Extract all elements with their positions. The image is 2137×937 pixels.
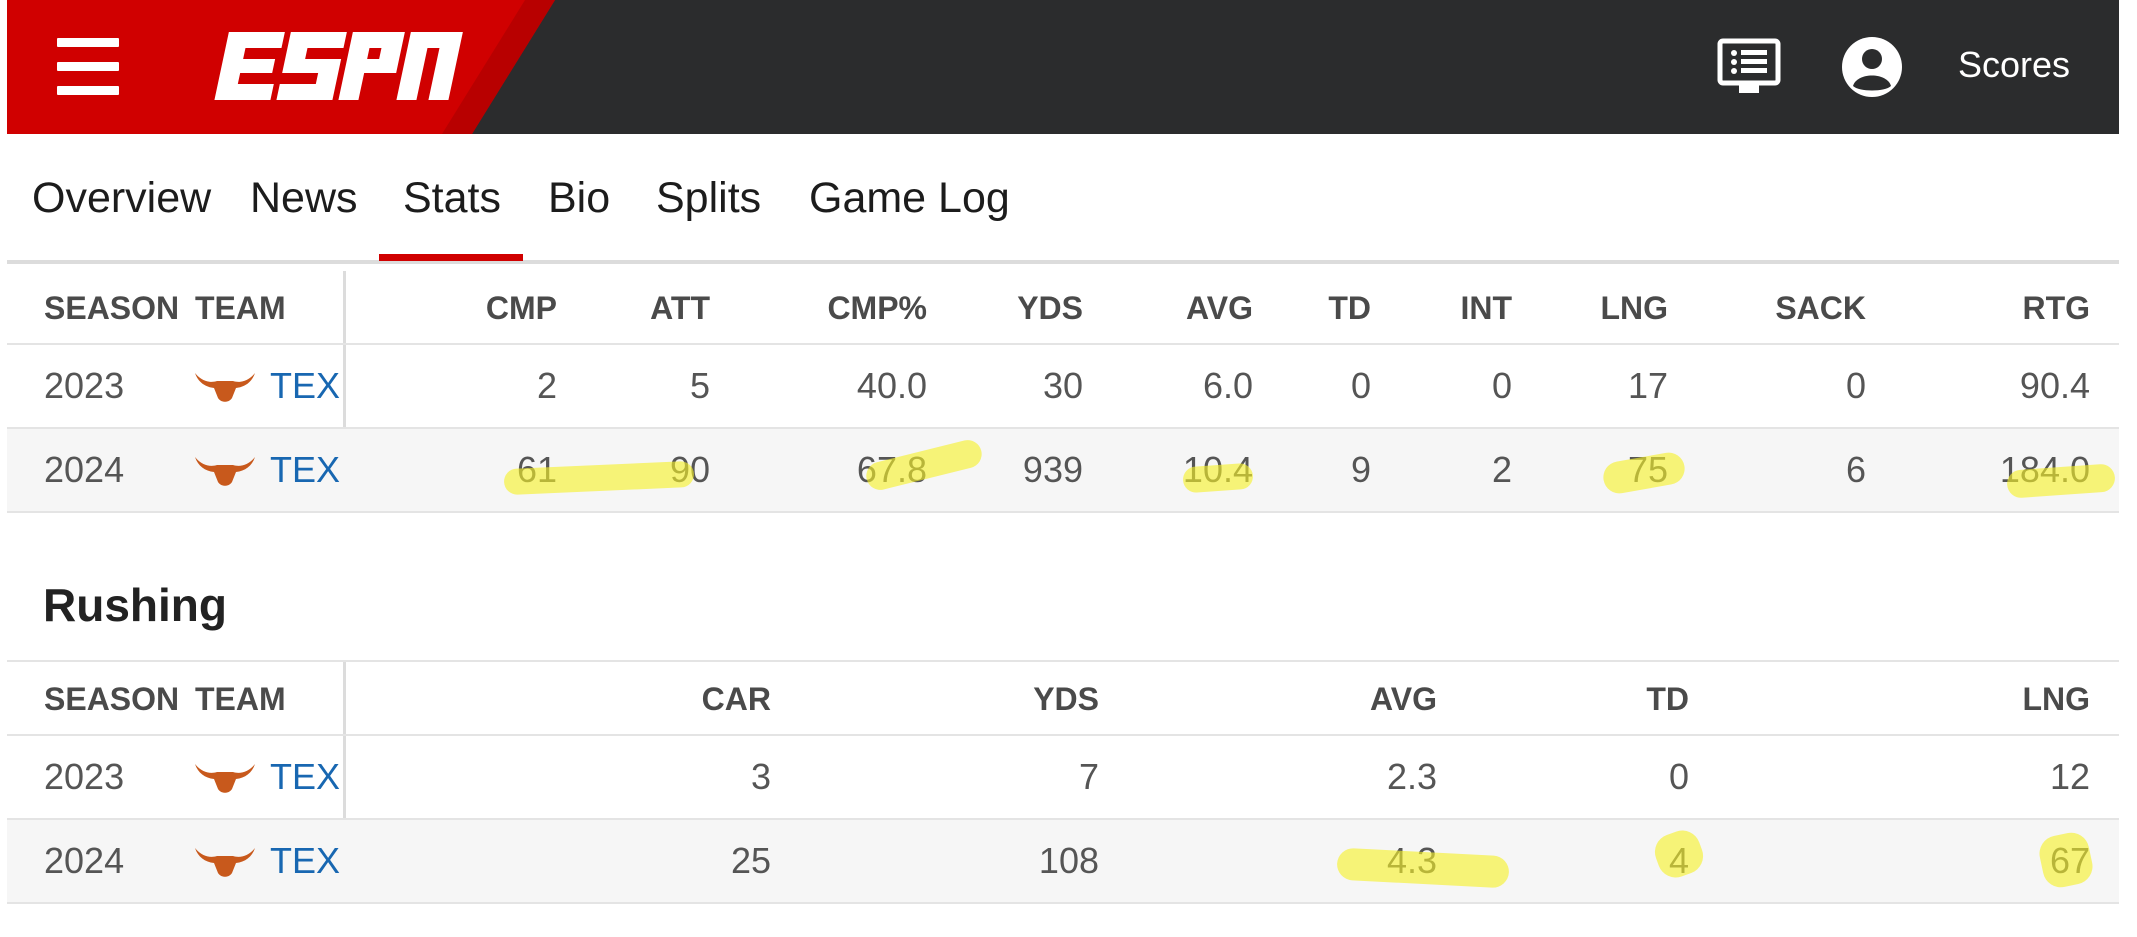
team-link[interactable]: TEX (270, 365, 341, 406)
texas-longhorn-logo (195, 848, 255, 877)
col-yds[interactable]: YDS (1033, 681, 1099, 717)
table-row: 2023 TEX 2 5 40.0 30 6.0 0 0 17 0 90.4 (7, 345, 2119, 429)
espn-player-stats-page: Scores Overview News Stats Bio Splits Ga… (7, 0, 2119, 937)
tab-splits[interactable]: Splits (656, 174, 762, 222)
yds-cell: 108 (1038, 840, 1099, 881)
col-yds[interactable]: YDS (1017, 290, 1083, 326)
col-lng[interactable]: LNG (2022, 681, 2090, 717)
col-avg[interactable]: AVG (1370, 681, 1437, 717)
menu-icon[interactable] (57, 38, 119, 96)
att-cell: 5 (689, 365, 710, 406)
rushing-section-title: Rushing (43, 579, 227, 631)
rushing-header-row: SEASON TEAM CAR YDS AVG TD LNG (7, 662, 2119, 736)
lng-cell: 12 (2049, 756, 2090, 797)
col-season[interactable]: SEASON (44, 681, 180, 717)
profile-icon[interactable] (1841, 36, 1903, 98)
col-lng[interactable]: LNG (1600, 290, 1668, 326)
yds-cell: 939 (1022, 449, 1083, 490)
col-car[interactable]: CAR (701, 681, 771, 717)
tab-bio[interactable]: Bio (548, 174, 611, 222)
yds-cell: 7 (1078, 756, 1099, 797)
table-row: 2023 TEX 3 7 2.3 0 12 (7, 736, 2119, 820)
col-td[interactable]: TD (1328, 290, 1371, 326)
col-att[interactable]: ATT (650, 290, 710, 326)
season-cell: 2024 (44, 449, 125, 490)
col-team[interactable]: TEAM (195, 290, 286, 326)
fixed-column-divider (343, 662, 346, 902)
season-cell: 2023 (44, 365, 125, 406)
avg-cell: 10.4 (1182, 449, 1253, 490)
car-cell: 3 (750, 756, 771, 797)
lng-cell: 17 (1627, 365, 1668, 406)
cmp-pct-cell: 67.8 (856, 449, 927, 490)
active-tab-indicator (379, 254, 523, 261)
table-row: 2024 TEX 61 90 67.8 939 10.4 9 2 75 6 18… (7, 429, 2119, 513)
td-cell: 4 (1668, 840, 1689, 881)
team-link[interactable]: TEX (270, 449, 341, 490)
team-link[interactable]: TEX (270, 840, 341, 881)
yds-cell: 30 (1042, 365, 1083, 406)
texas-longhorn-logo (195, 457, 255, 486)
scores-link[interactable]: Scores (1958, 44, 2071, 85)
fixed-column-divider (343, 271, 346, 513)
col-rtg[interactable]: RTG (2022, 290, 2090, 326)
tab-stats[interactable]: Stats (403, 174, 501, 222)
att-cell: 90 (669, 449, 710, 490)
passing-header-row: SEASON TEAM CMP ATT CMP% YDS AVG TD INT … (7, 268, 2119, 345)
cmp-cell: 61 (516, 449, 557, 490)
sack-cell: 6 (1845, 449, 1866, 490)
col-avg[interactable]: AVG (1186, 290, 1253, 326)
team-link[interactable]: TEX (270, 756, 341, 797)
td-cell: 0 (1668, 756, 1689, 797)
lng-cell: 67 (2049, 840, 2090, 881)
col-td[interactable]: TD (1646, 681, 1689, 717)
season-cell: 2024 (44, 840, 125, 881)
espn-logo[interactable] (209, 22, 469, 110)
tab-overview[interactable]: Overview (32, 174, 212, 222)
avg-cell: 2.3 (1386, 756, 1437, 797)
tab-game-log[interactable]: Game Log (809, 174, 1010, 222)
rtg-cell: 184.0 (1999, 449, 2090, 490)
int-cell: 0 (1491, 365, 1512, 406)
rtg-cell: 90.4 (2019, 365, 2090, 406)
int-cell: 2 (1491, 449, 1512, 490)
avg-cell: 4.3 (1386, 840, 1437, 881)
car-cell: 25 (730, 840, 771, 881)
sack-cell: 0 (1845, 365, 1866, 406)
player-tabs: Overview News Stats Bio Splits Game Log (7, 134, 2119, 264)
cmp-pct-cell: 40.0 (856, 365, 927, 406)
td-cell: 9 (1350, 449, 1371, 490)
col-int[interactable]: INT (1460, 290, 1512, 326)
col-season[interactable]: SEASON (44, 290, 180, 326)
td-cell: 0 (1350, 365, 1371, 406)
lng-cell: 75 (1627, 449, 1668, 490)
col-team[interactable]: TEAM (195, 681, 286, 717)
col-cmp-pct[interactable]: CMP% (827, 290, 927, 326)
avg-cell: 6.0 (1202, 365, 1253, 406)
table-row: 2024 TEX 25 108 4.3 4 67 (7, 820, 2119, 904)
messages-icon[interactable] (1717, 38, 1781, 96)
col-sack[interactable]: SACK (1775, 290, 1866, 326)
table-top-border (7, 660, 2119, 662)
texas-longhorn-logo (195, 373, 255, 402)
texas-longhorn-logo (195, 764, 255, 793)
cmp-cell: 2 (536, 365, 557, 406)
col-cmp[interactable]: CMP (485, 290, 557, 326)
top-navigation-bar: Scores (7, 0, 2119, 134)
season-cell: 2023 (44, 756, 125, 797)
tab-news[interactable]: News (250, 174, 358, 222)
